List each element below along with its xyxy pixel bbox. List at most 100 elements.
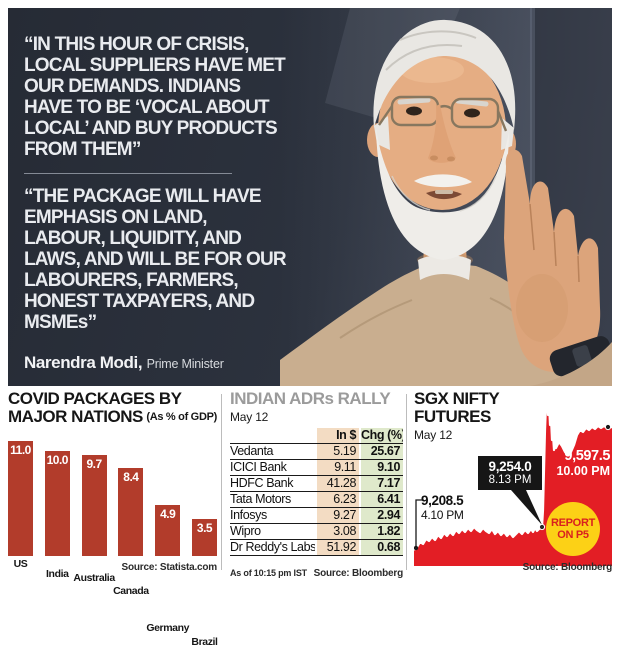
adr-price-usd: 3.08 <box>317 524 359 539</box>
adr-table-row: Infosys 9.27 2.94 <box>230 508 403 524</box>
shirt-collar <box>418 254 471 280</box>
sleeve <box>530 342 612 386</box>
adr-price-usd: 41.28 <box>317 476 359 491</box>
sgx-end-value: 9,597.5 <box>564 448 610 464</box>
bar-label: Australia <box>73 572 115 584</box>
nose <box>428 104 456 163</box>
adr-price-usd: 51.92 <box>317 540 359 555</box>
bar-label: Germany <box>146 622 190 634</box>
bar: 8.4 <box>118 468 144 556</box>
callout-dot <box>538 523 546 531</box>
adr-header-usd: In $ <box>317 428 359 443</box>
sgx-futures-panel: SGX NIFTY FUTURES May 12 9,208.5 4.10 PM… <box>414 390 612 580</box>
sgx-start-time: 4.10 PM <box>421 508 464 522</box>
bar-label: US <box>13 558 28 570</box>
bar-column: 10.0 India <box>44 451 70 580</box>
bar-value: 3.5 <box>196 521 213 535</box>
bar-value: 9.7 <box>86 457 103 471</box>
bar-column: 11.0 US <box>8 441 33 570</box>
quote-divider <box>24 173 232 174</box>
quote-photo-panel: “IN THIS HOUR OF CRISIS, LOCAL SUPPLIERS… <box>8 8 612 386</box>
adr-change-pct: 7.17 <box>361 476 403 491</box>
adr-header-chg: Chg (%) <box>361 428 403 443</box>
adr-panel: INDIAN ADRs RALLY May 12 In $ Chg (%) Ve… <box>230 390 403 580</box>
bar-label: Canada <box>113 585 149 597</box>
adr-table-row: HDFC Bank 41.28 7.17 <box>230 476 403 492</box>
sgx-date: May 12 <box>414 428 453 442</box>
adr-price-usd: 6.23 <box>317 492 359 507</box>
sgx-line <box>414 393 612 551</box>
bar-value: 11.0 <box>10 443 31 457</box>
covid-source: Source: Statista.com <box>121 562 218 573</box>
attribution: Narendra Modi, Prime Minister <box>24 353 224 373</box>
attribution-title: Prime Minister <box>146 357 224 371</box>
quote-2: “THE PACKAGE WILL HAVE EMPHASIS ON LAND,… <box>24 186 287 333</box>
adr-company: Vedanta <box>230 444 274 458</box>
adr-header-row: In $ Chg (%) <box>230 428 403 444</box>
adr-source: Source: Bloomberg <box>313 568 404 579</box>
covid-bar-chart: 11.0 US 10.0 India 9.7 Australia 8.4 Canada 4.9 G… <box>8 441 218 648</box>
report-badge-line2: ON P5 <box>557 529 589 541</box>
adr-title: INDIAN ADRs RALLY <box>230 389 391 408</box>
divider-1 <box>221 394 222 570</box>
adr-table-row: Vedanta 5.19 25.67 <box>230 444 403 460</box>
adr-table-row: Dr Reddy's Labs 51.92 0.68 <box>230 540 403 556</box>
report-badge: REPORT ON P5 <box>546 502 600 556</box>
start-dot <box>414 545 419 551</box>
bar: 9.7 <box>81 455 107 556</box>
sgx-start-label: 9,208.5 4.10 PM <box>421 493 464 522</box>
sgx-end-label: 9,597.5 10.00 PM <box>546 448 610 478</box>
adr-company: ICICI Bank <box>230 460 287 474</box>
bar-column: 8.4 Canada <box>113 468 149 597</box>
start-bracket <box>415 499 423 546</box>
adr-change-pct: 1.82 <box>361 524 403 539</box>
sgx-source: Source: Bloomberg <box>522 562 613 573</box>
adr-company: Tata Motors <box>230 492 291 506</box>
sgx-callout: 9,254.0 8.13 PM <box>478 456 542 490</box>
bar-column: 3.5 Brazil <box>191 519 218 648</box>
sgx-start-value: 9,208.5 <box>421 493 464 508</box>
bar: 11.0 <box>8 441 33 556</box>
adr-table-row: Tata Motors 6.23 6.41 <box>230 492 403 508</box>
bar-label: India <box>46 568 69 580</box>
bar: 4.9 <box>155 505 181 556</box>
adr-footnote: As of 10:15 pm IST <box>230 568 307 578</box>
adr-change-pct: 9.10 <box>361 460 403 475</box>
report-badge-line1: REPORT <box>550 517 596 529</box>
sgx-end-time: 10.00 PM <box>556 464 610 478</box>
bar-value: 8.4 <box>123 470 139 484</box>
adr-price-usd: 9.11 <box>317 460 359 475</box>
callout-pointer <box>511 490 542 525</box>
adr-table: In $ Chg (%) Vedanta 5.19 25.67 ICICI Bank 9… <box>230 428 403 556</box>
mustache <box>414 174 472 188</box>
hand <box>504 149 601 373</box>
adr-company: HDFC Bank <box>230 476 294 490</box>
adr-price-usd: 5.19 <box>317 444 359 459</box>
bar: 10.0 <box>44 451 70 556</box>
adr-change-pct: 25.67 <box>361 444 403 459</box>
adr-table-row: ICICI Bank 9.11 9.10 <box>230 460 403 476</box>
quote-1: “IN THIS HOUR OF CRISIS, LOCAL SUPPLIERS… <box>24 34 286 160</box>
adr-company: Wipro <box>230 524 261 538</box>
adr-change-pct: 6.41 <box>361 492 403 507</box>
adr-table-row: Wipro 3.08 1.82 <box>230 524 403 540</box>
infographic-root: { "quote_panel": { "quote1": "“IN THIS H… <box>8 8 613 648</box>
stats-strip: COVID PACKAGES BY MAJOR NATIONS (As % of… <box>8 386 612 648</box>
adr-change-pct: 2.94 <box>361 508 403 523</box>
mouth <box>426 190 462 200</box>
bar: 3.5 <box>191 519 217 556</box>
covid-unit-note: (As % of GDP) <box>146 411 217 423</box>
bar-column: 9.7 Australia <box>73 455 115 584</box>
covid-packages-panel: COVID PACKAGES BY MAJOR NATIONS (As % of… <box>8 390 218 648</box>
beard <box>376 128 509 260</box>
adr-company: Dr Reddy's Labs <box>230 540 315 554</box>
eyes <box>397 97 489 118</box>
bar-label: Brazil <box>191 636 218 648</box>
sgx-callout-value: 9,254.0 <box>488 459 532 474</box>
adr-price-usd: 9.27 <box>317 508 359 523</box>
wrist-watch <box>549 336 612 377</box>
bar-column: 4.9 Germany <box>146 505 189 634</box>
sgx-endpoint-dot <box>604 423 612 431</box>
bar-value: 10.0 <box>46 453 69 467</box>
sgx-title: SGX NIFTY FUTURES <box>414 389 499 426</box>
